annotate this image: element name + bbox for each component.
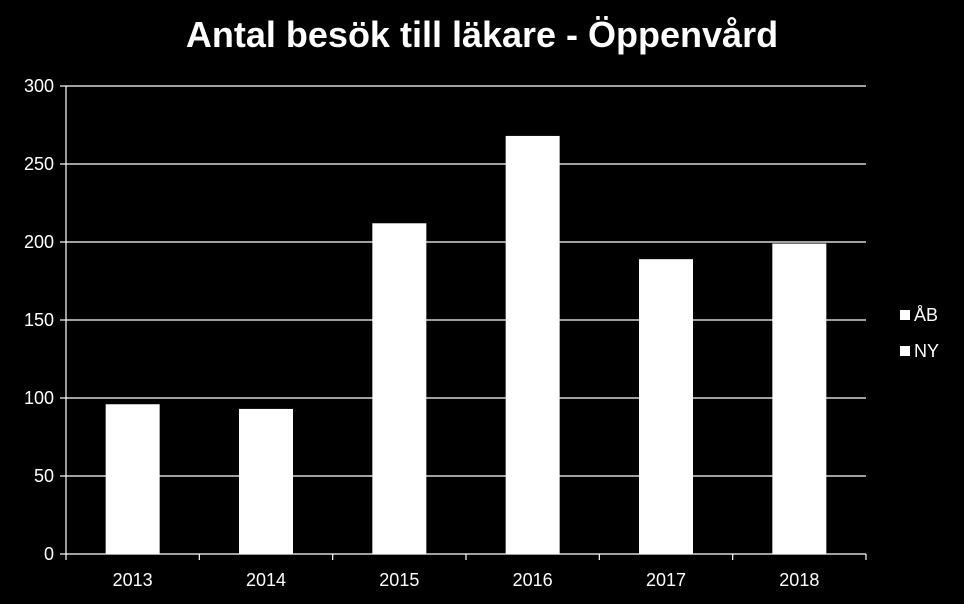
y-tick-label: 0 bbox=[44, 544, 54, 564]
x-tick-label: 2017 bbox=[646, 570, 686, 590]
bar-ny-2014 bbox=[239, 408, 293, 554]
x-tick-label: 2018 bbox=[779, 570, 819, 590]
legend-item-ab: ÅB bbox=[900, 304, 939, 326]
x-tick-label: 2016 bbox=[513, 570, 553, 590]
legend-label-ab: ÅB bbox=[914, 304, 939, 325]
bar-ny-2016 bbox=[505, 135, 560, 555]
bar-ny-2013 bbox=[105, 404, 160, 554]
legend-swatch-ny bbox=[900, 346, 910, 356]
y-tick-label: 250 bbox=[24, 154, 54, 174]
x-tick-label: 2015 bbox=[379, 570, 419, 590]
y-tick-label: 150 bbox=[24, 310, 54, 330]
y-tick-label: 300 bbox=[24, 76, 54, 96]
bar-ny-2017 bbox=[639, 259, 693, 554]
bar-ny-2015 bbox=[372, 223, 427, 554]
legend-item-ny: NY bbox=[900, 340, 939, 362]
x-tick-label: 2014 bbox=[246, 570, 286, 590]
legend-swatch-ab bbox=[900, 310, 910, 320]
y-tick-label: 200 bbox=[24, 232, 54, 252]
legend-label-ny: NY bbox=[914, 340, 940, 361]
legend: ÅB NY bbox=[900, 304, 939, 376]
x-tick-label: 2013 bbox=[113, 570, 153, 590]
y-tick-label: 100 bbox=[24, 388, 54, 408]
y-tick-label: 50 bbox=[34, 466, 54, 486]
chart-title: Antal besök till läkare - Öppenvård bbox=[185, 14, 779, 55]
bar-ny-2018 bbox=[772, 243, 827, 554]
